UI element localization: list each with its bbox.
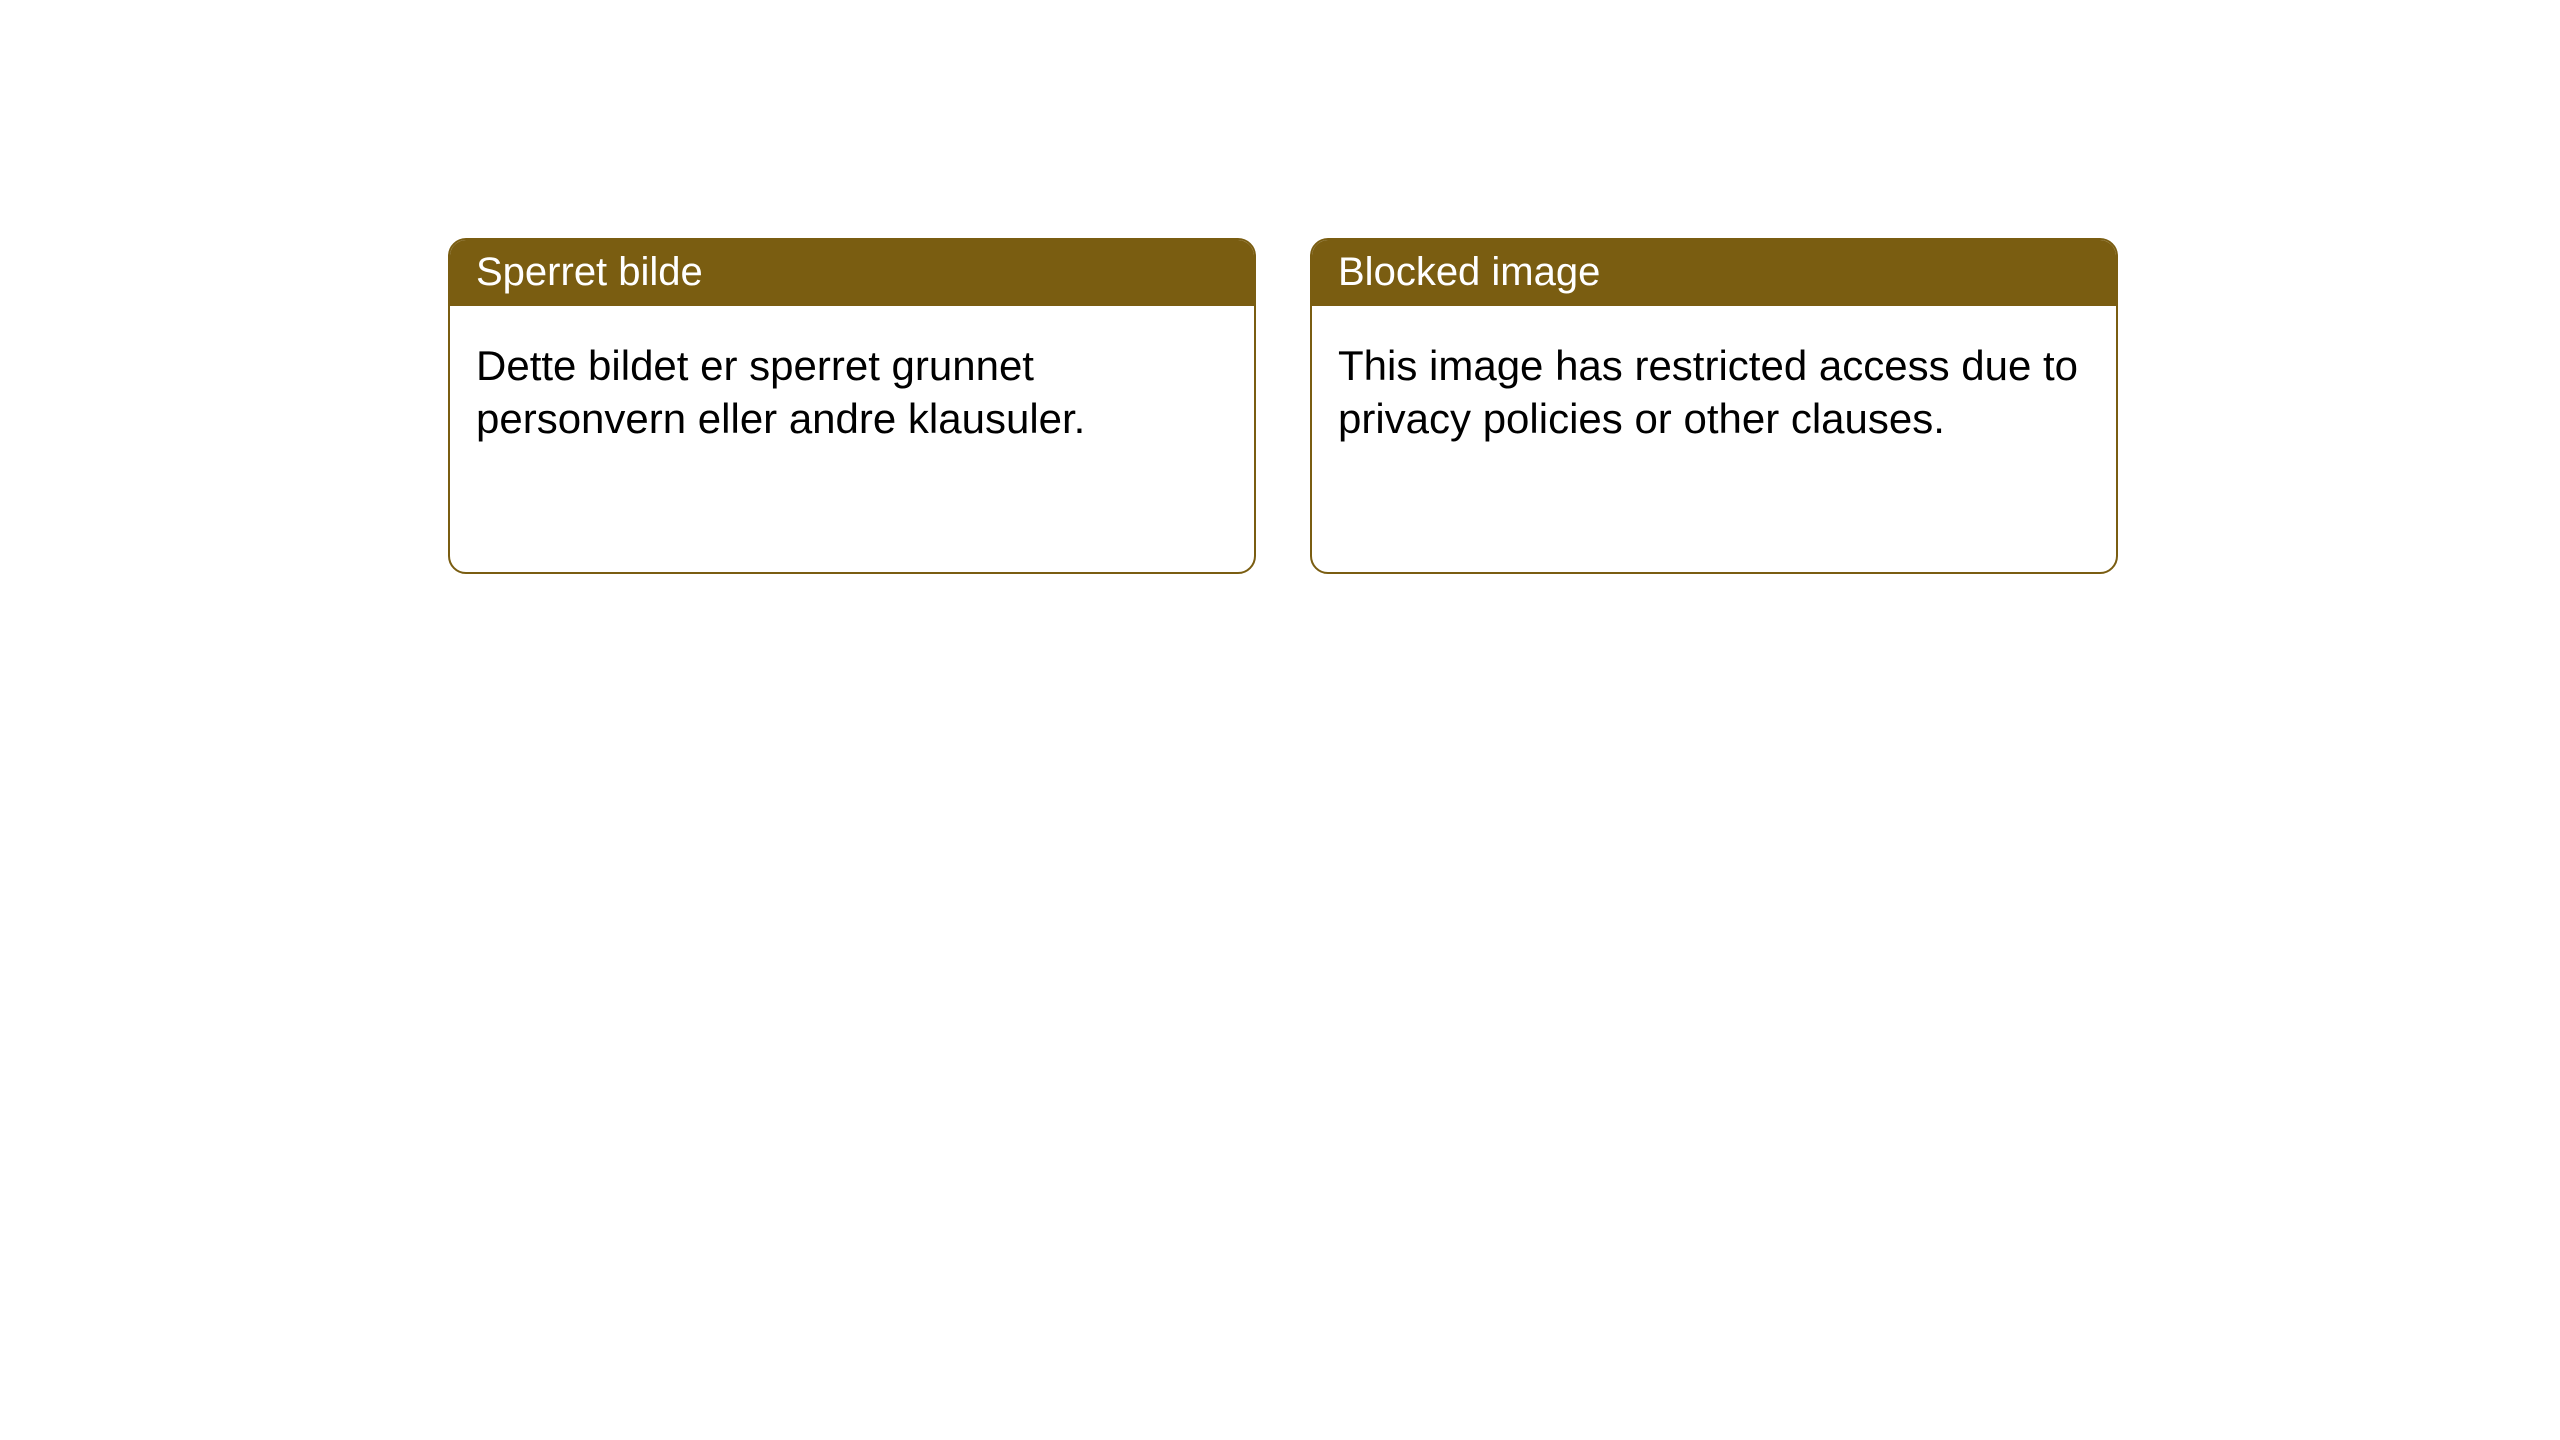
notice-header: Blocked image: [1312, 240, 2116, 306]
notice-body: This image has restricted access due to …: [1312, 306, 2116, 471]
notice-title: Sperret bilde: [476, 250, 703, 294]
notice-container: Sperret bilde Dette bildet er sperret gr…: [0, 0, 2560, 574]
notice-header: Sperret bilde: [450, 240, 1254, 306]
notice-message: This image has restricted access due to …: [1338, 342, 2078, 442]
notice-title: Blocked image: [1338, 250, 1600, 294]
notice-message: Dette bildet er sperret grunnet personve…: [476, 342, 1085, 442]
notice-card-norwegian: Sperret bilde Dette bildet er sperret gr…: [448, 238, 1256, 574]
notice-body: Dette bildet er sperret grunnet personve…: [450, 306, 1254, 471]
notice-card-english: Blocked image This image has restricted …: [1310, 238, 2118, 574]
